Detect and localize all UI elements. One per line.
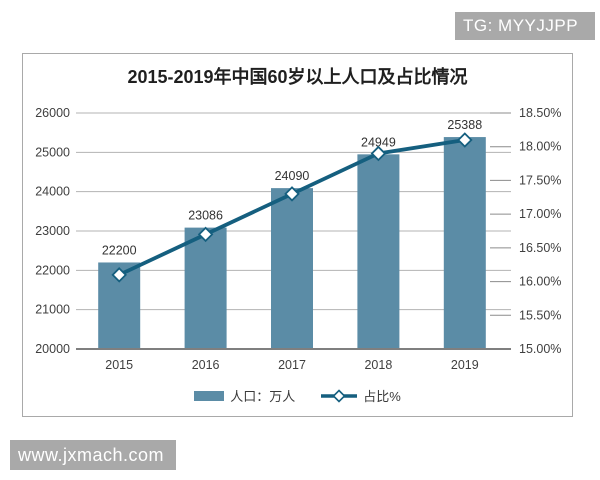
y-axis-left-tick-label: 21000 bbox=[35, 303, 70, 317]
chart-frame: 2015-2019年中国60岁以上人口及占比情况 20000 21000 22000… bbox=[22, 53, 573, 417]
legend-line-swatch bbox=[321, 388, 358, 403]
y-axis-left-tick-label: 25000 bbox=[35, 145, 70, 159]
legend-bar-label: 人口：万人 bbox=[230, 389, 296, 404]
telegram-watermark-badge: TG: MYYJJPP bbox=[455, 12, 595, 40]
y-axis-right-tick-label: 16.00% bbox=[519, 275, 561, 289]
bar-2016 bbox=[184, 227, 227, 349]
x-axis-label: 2019 bbox=[451, 358, 479, 372]
bar-data-label: 25388 bbox=[447, 118, 482, 132]
site-watermark-text: www.jxmach.com bbox=[18, 444, 165, 465]
y-axis-right-tick-label: 15.00% bbox=[519, 342, 561, 356]
y-axis-right-tick-label: 17.00% bbox=[519, 207, 561, 221]
y-axis-left-tick-label: 24000 bbox=[35, 185, 70, 199]
x-axis-label: 2018 bbox=[364, 358, 392, 372]
marker-2019 bbox=[457, 132, 473, 148]
y-axis-right-tick-label: 17.50% bbox=[519, 173, 561, 187]
y-axis-left-tick-label: 20000 bbox=[35, 342, 70, 356]
marker-2018 bbox=[370, 145, 387, 162]
bar-data-label: 24090 bbox=[275, 169, 310, 183]
x-axis-label: 2016 bbox=[192, 358, 220, 372]
y-axis-right-tick-label: 16.50% bbox=[519, 241, 561, 255]
y-axis-right-tick-label: 18.50% bbox=[519, 106, 561, 120]
bar-2019 bbox=[443, 137, 486, 349]
marker-2016 bbox=[197, 226, 214, 243]
marker-2017 bbox=[284, 186, 300, 202]
x-axis-label: 2015 bbox=[105, 358, 133, 372]
y-axis-right-tick-label: 18.00% bbox=[519, 140, 561, 154]
bar-data-label: 24949 bbox=[361, 135, 396, 149]
chart-plot-area: 20000 21000 22000 23000 24000 25000 26000 15.00… bbox=[35, 106, 561, 372]
marker-2015 bbox=[111, 267, 127, 283]
x-axis-label: 2017 bbox=[278, 358, 306, 372]
y-axis-left-tick-label: 26000 bbox=[35, 106, 70, 120]
bar-data-label: 23086 bbox=[188, 209, 223, 223]
y-axis-left-tick-label: 22000 bbox=[35, 263, 70, 277]
bar-2018 bbox=[357, 154, 400, 349]
legend-bar-swatch bbox=[194, 390, 225, 401]
telegram-watermark-text: TG: MYYJJPP bbox=[463, 16, 579, 35]
legend-line-label: 占比% bbox=[363, 389, 401, 404]
chart-title: 2015-2019年中国60岁以上人口及占比情况 bbox=[127, 67, 468, 87]
bar-data-label: 22200 bbox=[102, 243, 137, 257]
y-axis-right-tick-label: 15.50% bbox=[519, 308, 561, 322]
chart-legend: 人口：万人 占比% bbox=[23, 386, 572, 405]
bar-2017 bbox=[271, 188, 313, 349]
site-watermark-badge: www.jxmach.com bbox=[10, 440, 176, 470]
y-axis-left-tick-label: 23000 bbox=[35, 224, 70, 238]
